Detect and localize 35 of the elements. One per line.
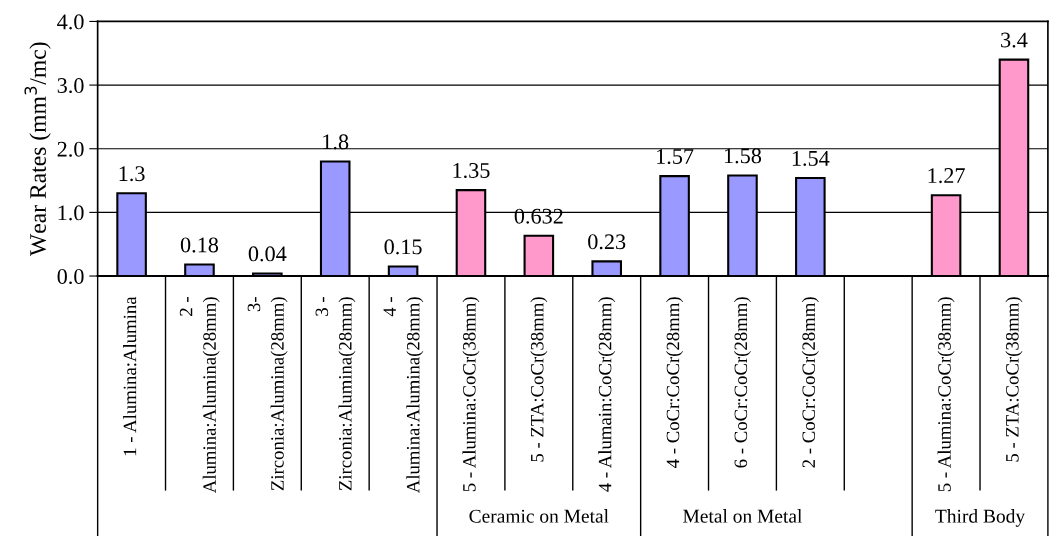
y-tick-label: 3.0 [57,78,84,94]
data-label: 1.57 [657,149,694,165]
x-tick-label: 5 - Alumina:CoCr(38mm) [937,297,955,492]
x-tick-label: 4 - CoCr:CoCr(28mm) [666,297,684,468]
y-axis-title: Wear Rates (mm$^{3}$/mc) [24,42,51,257]
data-label: 0.23 [588,234,626,250]
y-tick-label: 2.0 [57,141,84,157]
data-label: 1.27 [928,168,965,184]
data-label: 1.35 [453,163,490,179]
x-tick-label: 2 - Alumina:Alumina(28mm) [179,297,220,494]
data-label: 0.15 [384,239,422,255]
y-tick-label: 0.0 [57,268,84,285]
y-tick-label: 1.0 [58,205,84,221]
data-label: 0.04 [248,246,287,262]
data-label: 3.4 [1001,32,1028,48]
x-tick-label: 1 - Alumina:Alumina [123,296,137,456]
x-tick-label: 5 - ZTA:CoCr(38mm) [1005,297,1023,462]
text: Third Body [935,509,1026,527]
x-tick-label: 2 - CoCr:CoCr(28mm) [801,297,819,468]
data-label: 0.632 [514,208,563,224]
data-label: 1.3 [119,166,145,182]
x-tick-label: 3- Zirconia:Alumina(28mm) [247,297,288,491]
x-tick-label: 3 - Zirconia:Alumina(28mm) [315,297,356,491]
x-tick-label: 4 - Alumain:CoCr(28mm) [598,297,616,492]
data-label: 1.8 [323,134,349,150]
x-tick-label: 5 - Alumina:CoCr(38mm) [462,297,480,492]
data-label: 0.18 [180,237,219,253]
y-tick-label: 4.0 [57,14,84,30]
x-tick-label: 4 - Alumina:Alumina(28mm) [383,297,424,494]
text: Ceramic on Metal [469,509,609,523]
data-label: 1.58 [724,148,762,164]
x-tick-label: 5 - ZTA:CoCr(38mm) [530,297,548,462]
text: Metal on Metal [683,509,803,523]
data-label: 1.54 [792,150,830,166]
x-tick-label: 6 - CoCr:CoCr(28mm) [733,297,751,468]
